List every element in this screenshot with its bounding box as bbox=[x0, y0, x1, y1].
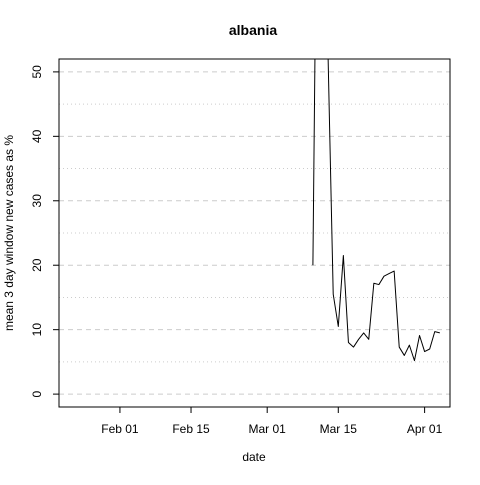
y-tick-label: 10 bbox=[30, 323, 44, 337]
x-tick-label: Feb 01 bbox=[101, 422, 139, 436]
x-tick-label: Mar 15 bbox=[320, 422, 358, 436]
x-axis: Feb 01 Feb 15 Mar 01 Mar 15 Apr 01 bbox=[101, 407, 443, 436]
y-tick-label: 0 bbox=[30, 390, 44, 397]
grid bbox=[59, 71, 450, 395]
plot-frame bbox=[58, 58, 451, 408]
x-tick-label: Mar 01 bbox=[249, 422, 287, 436]
y-axis: 0 10 20 30 40 50 bbox=[30, 65, 59, 397]
y-tick-label: 30 bbox=[30, 194, 44, 208]
x-tick-label: Apr 01 bbox=[407, 422, 443, 436]
y-tick-label: 20 bbox=[30, 258, 44, 272]
series-layer bbox=[312, 59, 440, 362]
chart-title: albania bbox=[229, 22, 277, 38]
y-tick-label: 40 bbox=[30, 129, 44, 143]
series-line bbox=[312, 59, 440, 362]
x-axis-label: date bbox=[242, 450, 266, 464]
y-tick-label: 50 bbox=[30, 65, 44, 79]
x-tick-label: Feb 15 bbox=[172, 422, 210, 436]
y-axis-label: mean 3 day window new cases as % bbox=[2, 135, 16, 331]
